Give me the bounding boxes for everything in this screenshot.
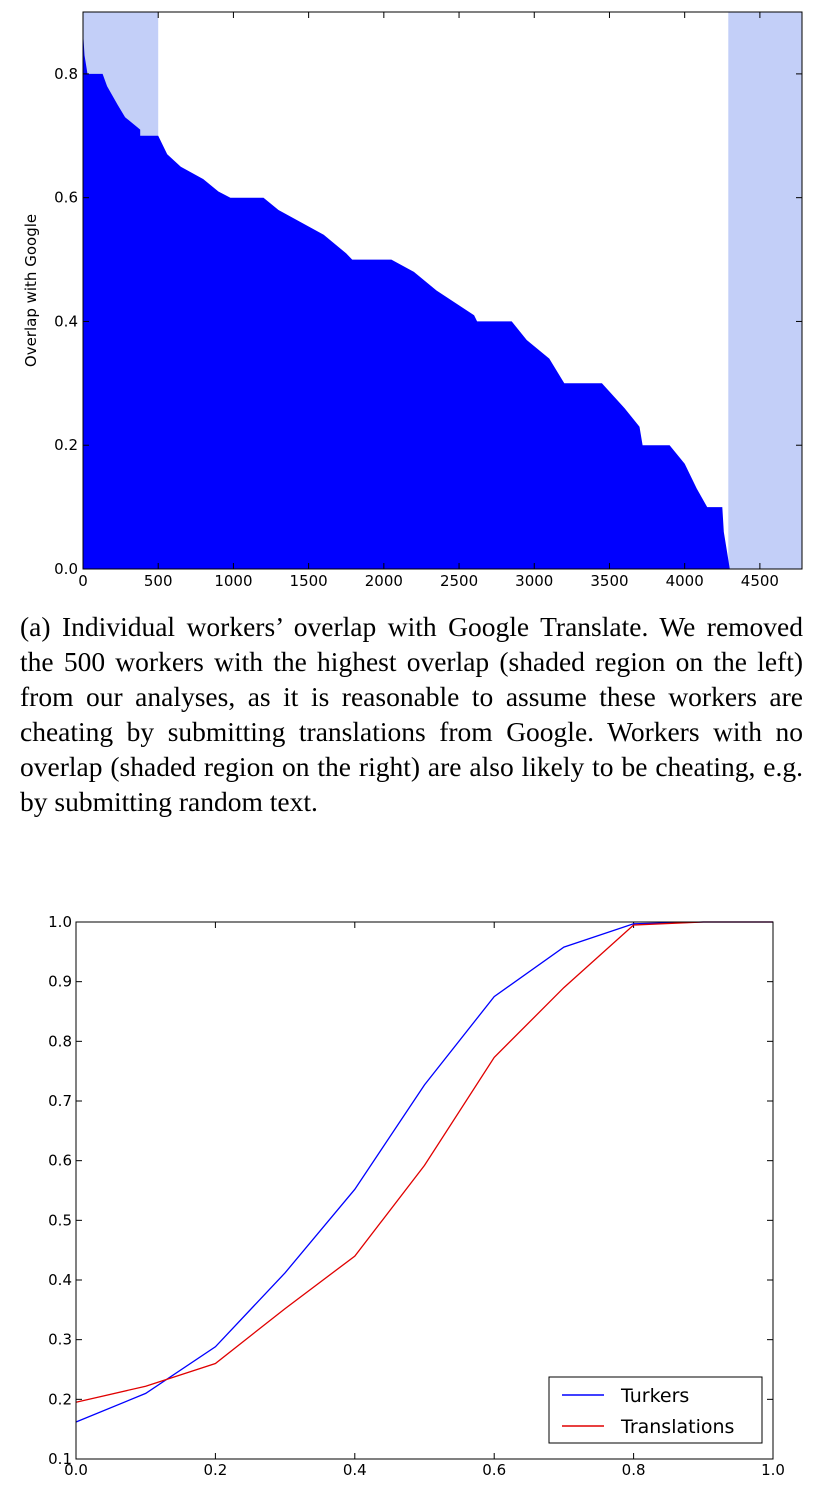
plot-frame-a xyxy=(82,11,803,570)
figure-caption: (a) Individual workers’ overlap with Goo… xyxy=(20,611,803,817)
y-tick-label: 0.5 xyxy=(48,1211,72,1229)
y-tick-label: 0.7 xyxy=(48,1092,72,1110)
x-tick-label: 1000 xyxy=(214,572,252,590)
y-tick-label: 0.2 xyxy=(54,436,78,454)
x-ticks-a: 0 500 1000 1500 2000 2500 3000 3500 4000 4500 xyxy=(78,12,779,590)
y-tick-label: 0.9 xyxy=(48,973,72,991)
y-tick-label: 1.0 xyxy=(48,913,72,931)
y-axis-label: Overlap with Google xyxy=(22,214,40,367)
y-ticks-a: 0.0 0.2 0.4 0.6 0.8 xyxy=(54,65,802,578)
y-ticks-b: 0.1 0.2 0.3 0.4 0.5 0.6 0.7 0.8 0.9 1.0 xyxy=(48,913,773,1468)
legend-box xyxy=(548,1376,763,1444)
x-tick-label: 3500 xyxy=(590,572,628,590)
y-tick-label: 0.4 xyxy=(54,312,78,330)
x-ticks-b: 0.0 0.2 0.4 0.6 0.8 1.0 xyxy=(64,922,785,1479)
y-tick-label: 0.0 xyxy=(54,560,78,578)
x-tick-label: 3000 xyxy=(515,572,553,590)
y-tick-label: 0.8 xyxy=(54,65,78,83)
legend-label-translations: Translations xyxy=(620,1416,734,1438)
legend-label-turkers: Turkers xyxy=(620,1385,689,1407)
x-tick-label: 4000 xyxy=(666,572,704,590)
x-tick-label: 0.2 xyxy=(203,1461,227,1479)
x-tick-label: 0.4 xyxy=(343,1461,367,1479)
y-tick-label: 0.4 xyxy=(48,1271,72,1289)
y-tick-label: 0.6 xyxy=(54,189,78,207)
y-tick-label: 0.2 xyxy=(48,1390,72,1408)
x-tick-label: 1500 xyxy=(290,572,328,590)
plot-frame-b xyxy=(75,921,774,1460)
x-tick-label: 4500 xyxy=(741,572,779,590)
x-tick-label: 500 xyxy=(144,572,173,590)
y-tick-label: 0.8 xyxy=(48,1032,72,1050)
x-tick-label: 0.6 xyxy=(482,1461,506,1479)
series-line-turkers xyxy=(75,921,773,1423)
x-tick-label: 2000 xyxy=(365,572,403,590)
y-tick-label: 0.3 xyxy=(48,1331,72,1349)
series-line-translations xyxy=(75,921,773,1403)
y-tick-label: 0.6 xyxy=(48,1152,72,1170)
shaded-region-right xyxy=(728,12,802,569)
y-tick-label: 0.1 xyxy=(48,1450,72,1468)
worker-overlap-chart: 0 500 1000 1500 2000 2500 3000 3500 4000 4500 0.0… xyxy=(22,11,803,590)
x-tick-label: 2500 xyxy=(440,572,478,590)
cdf-line-chart: 0.0 0.2 0.4 0.6 0.8 1.0 0.1 0.2 0.3 0.4 0.5 0.6 0.7… xyxy=(48,913,785,1479)
x-tick-label: 0 xyxy=(78,572,88,590)
x-tick-label: 1.0 xyxy=(761,1461,785,1479)
overlap-bars xyxy=(83,30,730,570)
x-tick-label: 0.8 xyxy=(622,1461,646,1479)
legend: Turkers Translations xyxy=(548,1376,763,1444)
x-tick-label: 0.0 xyxy=(64,1461,88,1479)
